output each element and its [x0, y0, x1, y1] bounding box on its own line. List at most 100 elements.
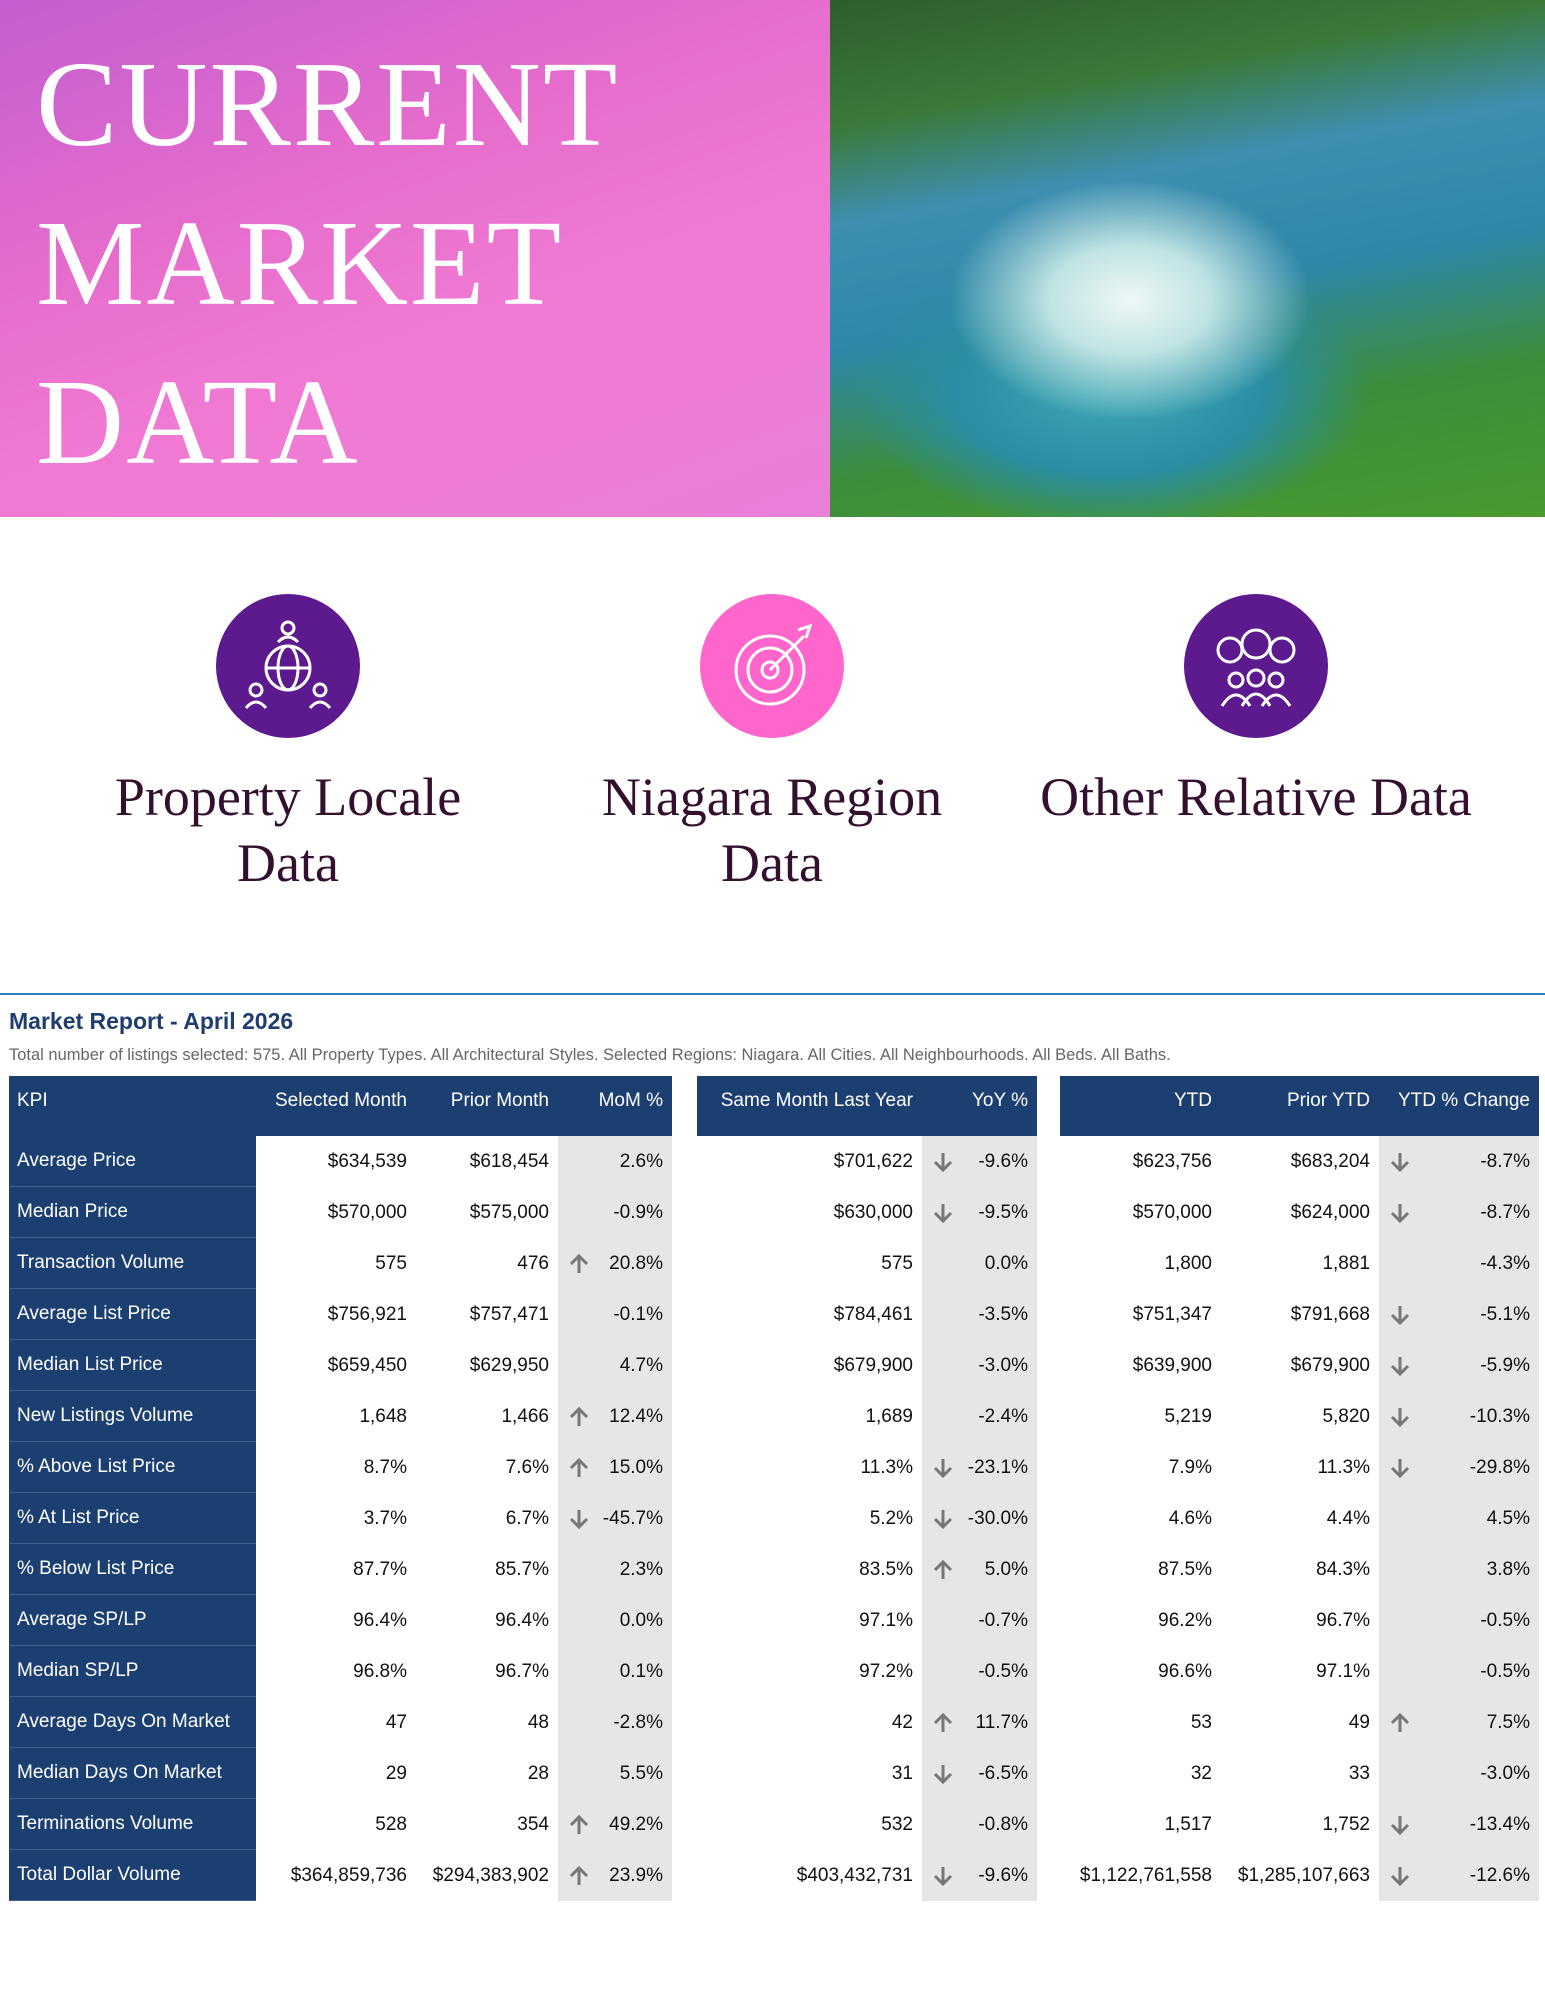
trend-arrow [933, 1712, 953, 1732]
trend-arrow [1390, 1203, 1410, 1223]
table-cell: $679,900 [1221, 1340, 1379, 1391]
table-cell-text: -0.7% [978, 1609, 1028, 1631]
table-cell: $629,950 [416, 1340, 558, 1391]
trend-arrow [1390, 1356, 1410, 1376]
table-cell-text: 1,689 [865, 1405, 913, 1427]
table-cell: $751,347 [1060, 1289, 1221, 1340]
table-cell: -9.5% [922, 1187, 1037, 1238]
table-cell-text: $791,668 [1290, 1303, 1370, 1325]
column-header: MoM % [558, 1076, 672, 1136]
nav-card[interactable]: Other Relative Data [1036, 594, 1476, 830]
table-cell: -0.9% [558, 1187, 672, 1238]
table-cell: 0.0% [558, 1595, 672, 1646]
table-cell: 87.5% [1060, 1544, 1221, 1595]
table-cell: 32 [1060, 1748, 1221, 1799]
trend-arrow [1390, 1152, 1410, 1172]
table-cell-text: 354 [517, 1813, 549, 1835]
table-cell: 7.5% [1379, 1697, 1539, 1748]
nav-card[interactable]: Niagara Region Data [552, 594, 992, 896]
table-cell: 532 [697, 1799, 922, 1850]
table-cell-text: -9.6% [978, 1150, 1028, 1172]
table-cell: 2.3% [558, 1544, 672, 1595]
table-cell: -8.7% [1379, 1187, 1539, 1238]
table-cell-text: -9.6% [978, 1864, 1028, 1886]
table-cell-text: 7.6% [505, 1456, 549, 1478]
table-cell-text: 528 [375, 1813, 407, 1835]
table-cell-text: 0.0% [619, 1609, 663, 1631]
table-cell: 4.6% [1060, 1493, 1221, 1544]
column-header: KPI [9, 1076, 256, 1136]
table-cell-text: -0.5% [1480, 1609, 1530, 1631]
table-cell-text: $784,461 [833, 1303, 913, 1325]
table-cell-text: $757,471 [469, 1303, 549, 1325]
table-cell: 2.6% [558, 1136, 672, 1187]
table-cell-text: 476 [517, 1252, 549, 1274]
table-cell-text: $659,450 [327, 1354, 407, 1376]
table-cell-text: $403,432,731 [796, 1864, 913, 1886]
table-cell-text: 23.9% [609, 1864, 663, 1886]
column-header: Same Month Last Year [697, 1076, 922, 1136]
table-cell-text: $624,000 [1290, 1201, 1370, 1223]
table-cell-text: 5.2% [869, 1507, 913, 1529]
table-cell-text: -29.8% [1469, 1456, 1530, 1478]
table-cell-text: $679,900 [833, 1354, 913, 1376]
row-label: Average Days On Market [9, 1697, 256, 1748]
table-cell: 4.5% [1379, 1493, 1539, 1544]
table-cell: $683,204 [1221, 1136, 1379, 1187]
table-cell: 96.7% [1221, 1595, 1379, 1646]
table-cell: 48 [416, 1697, 558, 1748]
row-label-text: Average Price [17, 1150, 136, 1171]
table-cell: $364,859,736 [256, 1850, 416, 1901]
hero-title: CURRENT [36, 37, 620, 172]
hero-photo [830, 0, 1545, 517]
card-label: Niagara Region Data [601, 767, 943, 893]
table-cell: 31 [697, 1748, 922, 1799]
row-label: Average SP/LP [9, 1595, 256, 1646]
table-cell: 7.6% [416, 1442, 558, 1493]
column-header-text: MoM % [598, 1090, 663, 1111]
nav-card[interactable]: Property Locale Data [68, 594, 508, 896]
table-cell: -0.5% [1379, 1646, 1539, 1697]
table-cell-text: 2.6% [619, 1150, 663, 1172]
row-label-text: Terminations Volume [17, 1813, 194, 1834]
table-cell: 53 [1060, 1697, 1221, 1748]
table-cell-text: 29 [385, 1762, 407, 1784]
icon [216, 594, 360, 738]
table-cell: $634,539 [256, 1136, 416, 1187]
table-cell: -10.3% [1379, 1391, 1539, 1442]
table-cell-text: 4.6% [1168, 1507, 1212, 1529]
table-cell-text: -8.7% [1480, 1201, 1530, 1223]
trend-arrow [933, 1458, 953, 1478]
trend-arrow [933, 1866, 953, 1886]
table-cell: 3.7% [256, 1493, 416, 1544]
table-cell: 96.7% [416, 1646, 558, 1697]
table-cell-text: -0.5% [978, 1660, 1028, 1682]
column-header: Prior YTD [1221, 1076, 1379, 1136]
table-cell-text: 575 [375, 1252, 407, 1274]
row-label: Median Days On Market [9, 1748, 256, 1799]
table-cell-text: 1,517 [1164, 1813, 1212, 1835]
table-cell: -3.0% [1379, 1748, 1539, 1799]
table-cell: -9.6% [922, 1850, 1037, 1901]
table-cell-text: 1,752 [1322, 1813, 1370, 1835]
table-cell: 33 [1221, 1748, 1379, 1799]
table-cell: $757,471 [416, 1289, 558, 1340]
table-cell: -45.7% [558, 1493, 672, 1544]
table-cell: 96.6% [1060, 1646, 1221, 1697]
table-cell-text: 575 [881, 1252, 913, 1274]
table-cell: -2.4% [922, 1391, 1037, 1442]
trend-arrow [1390, 1866, 1410, 1886]
trend-arrow [1390, 1407, 1410, 1427]
table-cell-text: 87.7% [353, 1558, 407, 1580]
table-cell: $791,668 [1221, 1289, 1379, 1340]
report-title: Market Report - April 2026 [9, 1008, 294, 1034]
table-cell-text: 47 [385, 1711, 407, 1733]
table-cell-text: 11.7% [975, 1711, 1028, 1733]
column-header: YTD [1060, 1076, 1221, 1136]
table-cell: 4.4% [1221, 1493, 1379, 1544]
column-header: Selected Month [256, 1076, 416, 1136]
table-cell: 96.4% [256, 1595, 416, 1646]
table-cell: 97.2% [697, 1646, 922, 1697]
table-cell: 528 [256, 1799, 416, 1850]
table-cell-text: -2.8% [613, 1711, 663, 1733]
